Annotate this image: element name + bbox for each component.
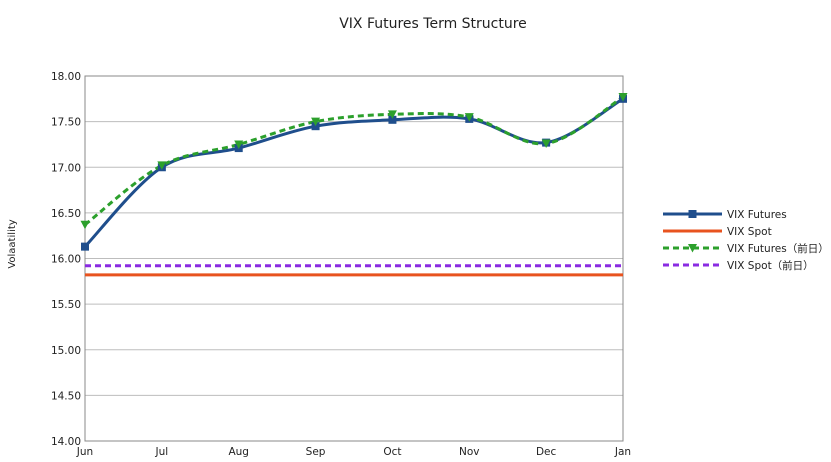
y-tick-label: 16.00 <box>51 254 81 266</box>
chart-title: VIX Futures Term Structure <box>339 16 527 32</box>
y-tick-label: 15.50 <box>51 299 81 311</box>
x-tick-labels: Jun Jul Aug Sep Oct Nov Dec Jan <box>76 446 631 458</box>
legend-label: VIX Spot（前日） <box>727 259 814 272</box>
y-tick-label: 17.50 <box>51 117 81 129</box>
series-line <box>84 95 624 226</box>
data-point <box>234 140 244 149</box>
data-point <box>81 242 89 251</box>
plot-area-border <box>84 75 624 442</box>
x-tick-label: Oct <box>383 446 401 458</box>
x-tick-label: Jul <box>155 446 169 458</box>
y-tick-label: 14.50 <box>51 390 81 402</box>
y-axis-title: Volaatility <box>7 219 18 268</box>
y-tick-label: 16.50 <box>51 208 81 220</box>
data-point <box>311 122 320 131</box>
data-point <box>387 110 397 119</box>
x-tick-label: Aug <box>228 446 249 458</box>
x-tick-label: Sep <box>306 446 326 458</box>
y-tick-label: 15.00 <box>51 345 81 357</box>
data-point <box>311 117 321 127</box>
data-point <box>80 220 90 230</box>
legend: VIX Futures VIX Spot VIX Futures（前日） VIX Sp… <box>663 209 829 272</box>
y-tick-labels: 14.00 14.50 15.00 15.50 16.00 16.50 17.00 17.50… <box>51 71 81 448</box>
legend-marker <box>688 244 697 253</box>
data-point <box>464 113 474 122</box>
y-tick-label: 14.00 <box>51 436 81 448</box>
series-lines <box>83 95 624 277</box>
series-line <box>83 97 624 248</box>
x-tick-label: Jun <box>76 446 93 458</box>
legend-marker <box>688 210 697 218</box>
grid-lines <box>85 75 623 442</box>
legend-label: VIX Futures <box>727 209 787 221</box>
y-tick-label: 18.00 <box>51 71 81 83</box>
legend-label: VIX Futures（前日） <box>727 242 829 255</box>
data-point <box>618 92 628 102</box>
x-tick-label: Nov <box>459 446 480 458</box>
y-tick-label: 17.00 <box>51 162 81 174</box>
x-tick-label: Dec <box>536 446 557 458</box>
data-point <box>157 161 167 170</box>
legend-label: VIX Spot <box>727 226 772 238</box>
data-point <box>541 139 551 149</box>
series-markers <box>80 92 628 251</box>
data-point <box>388 115 397 124</box>
x-tick-label: Jan <box>614 446 631 458</box>
